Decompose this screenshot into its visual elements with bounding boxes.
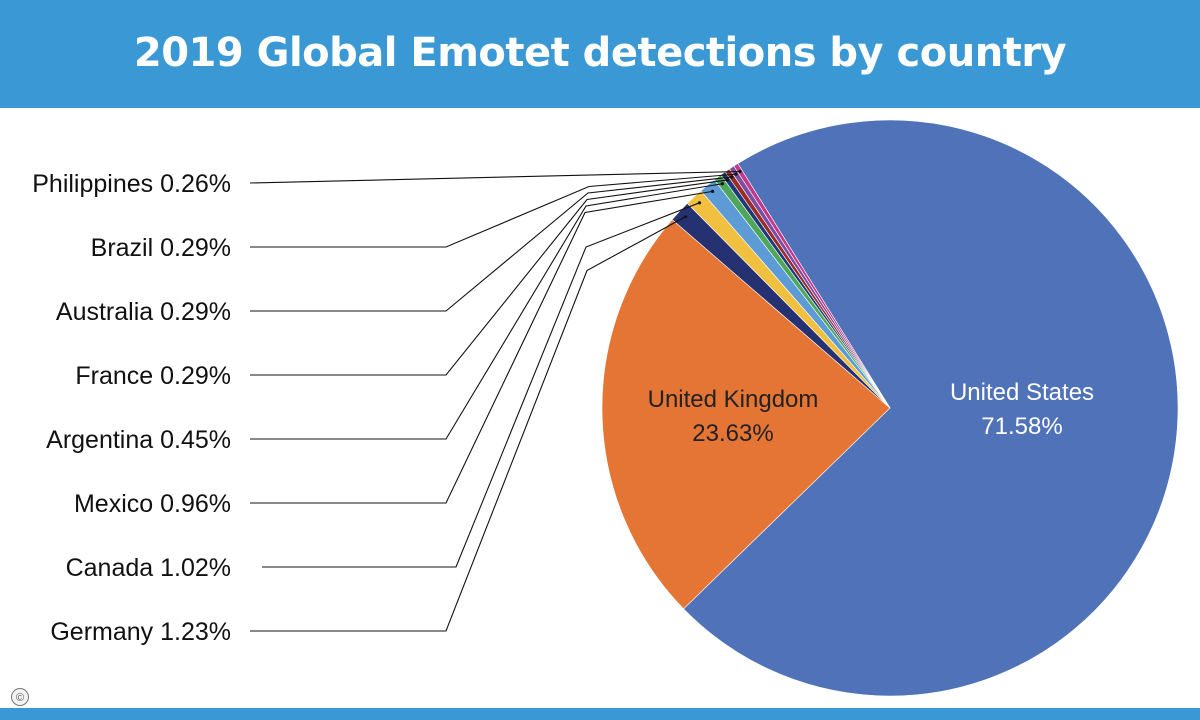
- leader-dot-mexico: [710, 189, 715, 193]
- leader-line-philippines: [249, 170, 741, 184]
- side-label-mexico: Mexico 0.96%: [74, 490, 231, 518]
- side-label-australia: Australia 0.29%: [56, 298, 231, 326]
- side-label-canada: Canada 1.02%: [66, 554, 231, 582]
- inside-label-united-kingdom: United Kingdom 23.63%: [648, 386, 819, 447]
- side-label-germany: Germany 1.23%: [50, 618, 231, 646]
- pie-slice-united-states: [683, 119, 1179, 697]
- leader-dot-brazil: [734, 172, 738, 176]
- footer-bar: [0, 708, 1200, 720]
- leader-dot-australia: [730, 175, 734, 179]
- pie-slice-united-kingdom: [601, 219, 891, 610]
- chart-header: 2019 Global Emotet detections by country: [0, 0, 1200, 108]
- chart-title: 2019 Global Emotet detections by country: [133, 30, 1067, 76]
- leader-line-australia: [250, 176, 732, 312]
- leader-line-brazil: [250, 173, 737, 248]
- leader-dot-argentina: [720, 182, 724, 186]
- side-labels: Philippines 0.26% Brazil 0.29% Australia 0…: [32, 170, 231, 646]
- leader-line-argentina: [250, 183, 723, 440]
- leader-line-germany: [250, 216, 686, 632]
- side-label-brazil: Brazil 0.29%: [91, 234, 231, 262]
- leader-dot-canada: [697, 201, 702, 205]
- leader-lines: [249, 169, 742, 632]
- side-label-argentina: Argentina 0.45%: [46, 426, 231, 454]
- side-label-philippines: Philippines 0.26%: [32, 170, 231, 198]
- leader-dot-germany: [683, 215, 688, 219]
- side-label-france: France 0.29%: [75, 362, 231, 390]
- pie-slices: [601, 119, 1179, 697]
- leader-line-canada: [262, 202, 700, 568]
- pie-slice-philippines: [733, 163, 891, 409]
- leader-line-france: [250, 179, 728, 376]
- copyright-icon: ©: [11, 688, 29, 706]
- inside-labels: United States 71.58% United Kingdom 23.63%: [648, 379, 1094, 447]
- inside-label-united-states: United States 71.58%: [950, 379, 1094, 440]
- leader-dot-philippines: [738, 169, 742, 174]
- leader-dot-france: [726, 178, 730, 182]
- leader-line-mexico: [250, 190, 713, 504]
